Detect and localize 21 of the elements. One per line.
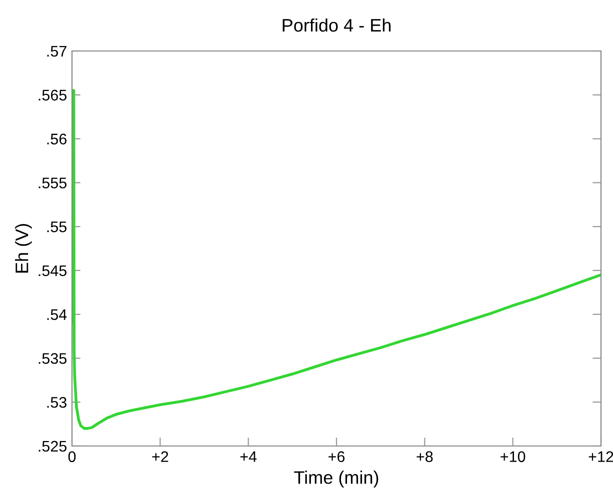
y-tick-label: .56 bbox=[47, 134, 66, 144]
y-tick-label: .535 bbox=[38, 353, 66, 364]
x-tick-label: +4 bbox=[240, 451, 257, 462]
x-tick-label: +12 bbox=[588, 451, 613, 462]
y-tick-label: .555 bbox=[38, 178, 66, 188]
y-tick-label: .565 bbox=[38, 90, 66, 101]
y-tick-label: .53 bbox=[47, 396, 66, 408]
x-axis-title: Time (min) bbox=[294, 470, 378, 488]
x-tick-label: 0 bbox=[68, 451, 76, 462]
x-tick-label: +10 bbox=[500, 451, 526, 462]
chart-title: Porfido 4 - Eh bbox=[282, 18, 391, 32]
y-tick-label: .545 bbox=[38, 265, 66, 276]
x-tick-label: +6 bbox=[328, 451, 345, 462]
y-axis-title: Eh (V) bbox=[15, 224, 32, 273]
y-tick-label: .55 bbox=[47, 222, 66, 232]
y-tick-label: .54 bbox=[47, 309, 67, 320]
y-tick-label: .525 bbox=[38, 440, 66, 452]
x-tick-label: +2 bbox=[152, 451, 168, 462]
line-series bbox=[72, 89, 601, 430]
x-tick-label: +8 bbox=[416, 451, 433, 462]
y-tick-label: .57 bbox=[47, 46, 66, 57]
